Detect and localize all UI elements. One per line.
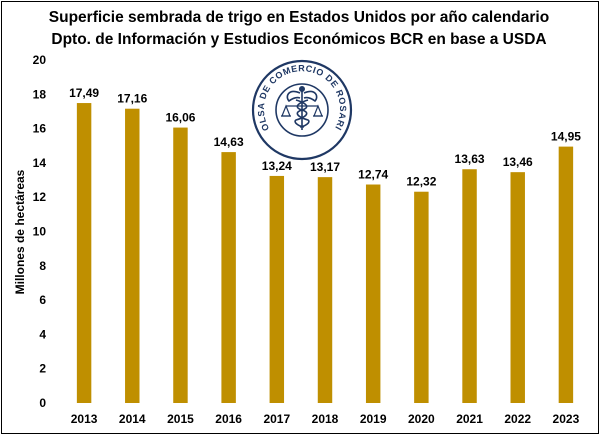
data-label-2023: 14,95: [551, 130, 581, 144]
x-tick-label: 2016: [215, 412, 242, 426]
bar-2022: [510, 172, 525, 403]
bar-2015: [173, 127, 188, 404]
y-tick-label: 4: [39, 327, 46, 341]
data-label-2018: 13,17: [310, 160, 340, 174]
y-axis-label: Millones de hectáreas: [13, 169, 27, 294]
y-tick-label: 16: [33, 122, 47, 136]
x-tick-label: 2014: [119, 412, 146, 426]
y-tick-label: 6: [39, 293, 46, 307]
data-labels: 17,49 17,16 16,06 14,63 13,24 13,17 12,74 12,32…: [69, 86, 581, 189]
y-tick-label: 12: [33, 190, 47, 204]
chart-title: Superficie sembrada de trigo en Estados …: [48, 9, 550, 26]
y-tick-label: 10: [33, 225, 47, 239]
x-tick-label: 2019: [360, 412, 387, 426]
seal-inner-ring: [275, 83, 329, 137]
data-label-2016: 14,63: [214, 135, 244, 149]
data-label-2019: 12,74: [358, 168, 388, 182]
x-tick-label: 2015: [167, 412, 194, 426]
x-tick-label: 2018: [312, 412, 339, 426]
caduceus-icon: [286, 85, 318, 130]
data-label-2013: 17,49: [69, 86, 99, 100]
y-axis-ticks: 0 2 4 6 8 10 12 14 16 18 20: [33, 53, 47, 410]
data-label-2020: 12,32: [406, 175, 436, 189]
data-label-2015: 16,06: [165, 111, 195, 125]
bar-2016: [221, 152, 236, 403]
bar-2017: [269, 175, 285, 403]
y-tick-label: 0: [39, 396, 46, 410]
bar-2021: [462, 169, 477, 403]
y-tick-label: 18: [33, 87, 47, 101]
data-label-2014: 17,16: [117, 92, 147, 106]
bar-2023: [558, 146, 574, 404]
x-tick-label: 2022: [504, 412, 531, 426]
data-label-2022: 13,46: [503, 155, 533, 169]
bar-series: [76, 103, 574, 404]
y-axis-label-group: Millones de hectáreas: [13, 169, 27, 294]
bar-2019: [365, 184, 381, 403]
bar-2014: [125, 108, 140, 404]
x-tick-label: 2017: [263, 412, 290, 426]
bar-2018: [317, 177, 333, 403]
x-tick-label: 2020: [408, 412, 435, 426]
x-axis-ticks: 2013 2014 2015 2016 2017 2018 2019 2020 2021 2022…: [71, 412, 580, 426]
x-tick-label: 2013: [71, 412, 98, 426]
x-tick-label: 2023: [553, 412, 580, 426]
data-label-2017: 13,24: [262, 159, 292, 173]
y-tick-label: 14: [33, 156, 47, 170]
y-tick-label: 8: [39, 259, 46, 273]
y-tick-label: 2: [39, 362, 46, 376]
y-tick-label: 20: [33, 53, 47, 67]
balance-scale-icon: [281, 104, 323, 117]
bar-2013: [76, 103, 92, 403]
bcr-seal-logo: BOLSA DE COMERCIO DE ROSARIO: [251, 59, 353, 161]
data-label-2021: 13,63: [455, 152, 485, 166]
chart-subtitle: Dpto. de Información y Estudios Económic…: [51, 31, 547, 48]
bar-2020: [414, 191, 429, 403]
x-tick-label: 2021: [456, 412, 483, 426]
